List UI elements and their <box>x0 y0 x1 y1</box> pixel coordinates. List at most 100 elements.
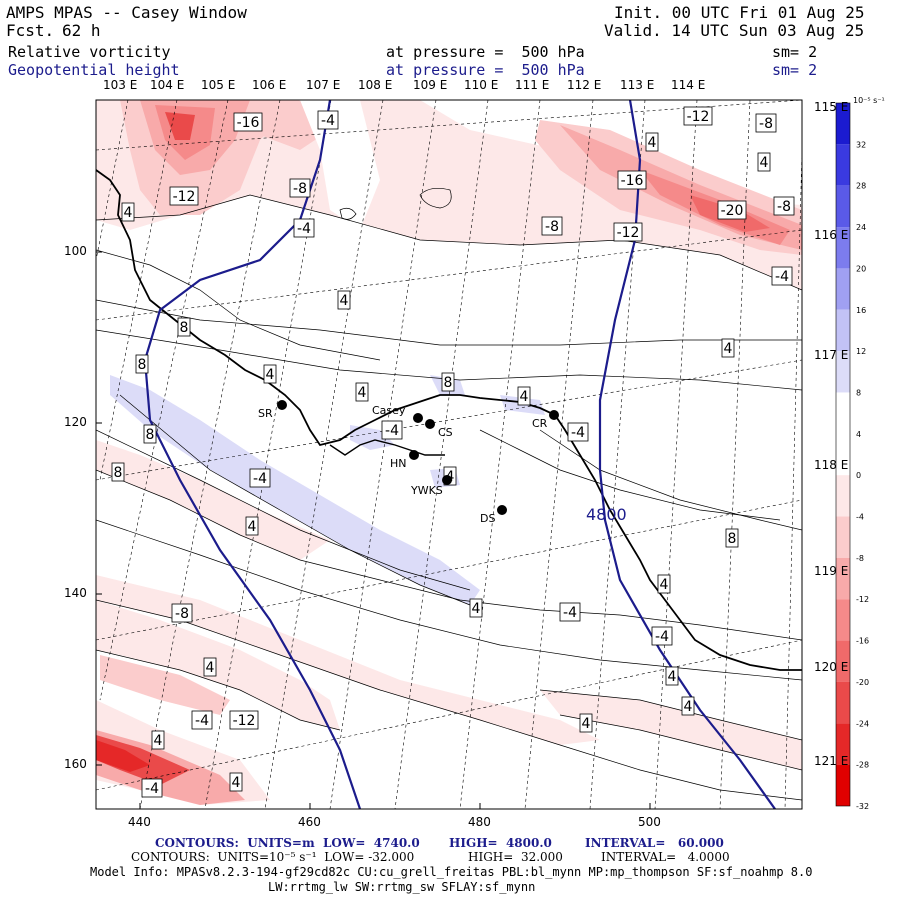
svg-text:-4: -4 <box>655 629 669 645</box>
vorticity-contour-label: 8 <box>177 317 191 337</box>
vorticity-contour-label: -20 <box>717 200 747 220</box>
svg-text:4: 4 <box>232 775 241 791</box>
forecast-hour: 62 h <box>62 21 101 40</box>
vorticity-contour-label: 4 <box>229 772 243 792</box>
svg-text:4: 4 <box>684 699 693 715</box>
svg-text:4: 4 <box>206 660 215 676</box>
station-casey: Casey <box>372 404 423 423</box>
colorbar-tick-label: -20 <box>856 678 869 687</box>
height-contour-label: 4800 <box>586 505 627 524</box>
top-lon-label: 114 E <box>671 78 706 92</box>
vorticity-contour-label: 4 <box>665 666 679 686</box>
svg-text:4: 4 <box>340 293 349 309</box>
top-lon-label: 106 E <box>252 78 287 92</box>
top-lon-label: 109 E <box>413 78 448 92</box>
colorbar-tick-label: -8 <box>856 554 864 563</box>
colorbar-cell <box>836 103 850 145</box>
vorticity-contour-label: 4 <box>203 657 217 677</box>
svg-text:CR: CR <box>532 417 548 430</box>
svg-text:4: 4 <box>154 733 163 749</box>
svg-text:8: 8 <box>180 320 189 336</box>
vorticity-contour-label: 8 <box>111 462 125 482</box>
svg-text:SR: SR <box>258 407 273 420</box>
top-lon-label: 105 E <box>201 78 236 92</box>
top-lon-label: 104 E <box>150 78 185 92</box>
svg-text:4: 4 <box>266 367 275 383</box>
colorbar-tick-label: 28 <box>856 182 866 191</box>
colorbar-tick-label: 32 <box>856 140 866 149</box>
svg-text:-8: -8 <box>545 219 559 235</box>
top-lon-label: 107 E <box>306 78 341 92</box>
right-lon-label: 115 E <box>814 100 849 114</box>
vorticity-contour-label: 4 <box>355 382 369 402</box>
coastline <box>96 169 802 671</box>
svg-text:-4: -4 <box>563 605 577 621</box>
vorticity-contour-label: 4 <box>517 386 531 406</box>
field2-level: at pressure = 500 hPa <box>386 61 585 79</box>
vorticity-contour-label: -16 <box>617 170 647 190</box>
colorbar-cell <box>836 185 850 228</box>
svg-text:4: 4 <box>760 155 769 171</box>
vorticity-contour-label: 4 <box>337 290 351 310</box>
vorticity-contour-label: 4 <box>121 202 135 222</box>
vorticity-contour-label: -8 <box>171 603 193 623</box>
colorbar-cell <box>836 516 850 558</box>
vorticity-contour-label: 8 <box>725 528 739 548</box>
svg-text:-4: -4 <box>321 113 335 129</box>
right-lon-label: 118 E <box>814 458 849 472</box>
svg-text:8: 8 <box>728 531 737 547</box>
y-axis-tick-label: 120 <box>64 415 87 429</box>
colorbar-unit: 10⁻⁵ s⁻¹ <box>853 96 885 105</box>
map-title: AMPS MPAS -- Casey Window <box>6 3 247 22</box>
vorticity-contour-label: 8 <box>441 372 455 392</box>
vorticity-contour-label: -8 <box>755 113 777 133</box>
station-hn: HN <box>390 450 419 470</box>
svg-text:-4: -4 <box>145 781 159 797</box>
svg-text:Casey: Casey <box>372 404 406 417</box>
colorbar-frame <box>835 102 851 807</box>
svg-text:4: 4 <box>582 716 591 732</box>
station-ywks: YWKS <box>410 475 452 497</box>
valid-time: Valid. 14 UTC Sun 03 Aug 25 <box>604 21 865 40</box>
colorbar-cell <box>836 392 850 434</box>
colorbar-cell <box>836 144 850 186</box>
vorticity-contour-label: 4 <box>151 730 165 750</box>
station-cr: CR <box>532 410 559 430</box>
svg-text:4: 4 <box>124 205 133 221</box>
colorbar-cell <box>836 268 850 310</box>
map-plot-area <box>96 100 802 809</box>
colorbar-tick-label: 4 <box>856 430 861 439</box>
coastline-island <box>329 439 445 456</box>
vorticity-contour-label: -12 <box>229 710 259 730</box>
colorbar-cell <box>836 723 850 765</box>
right-lon-label: 116 E <box>814 228 849 242</box>
svg-text:8: 8 <box>138 357 147 373</box>
svg-text:4: 4 <box>668 669 677 685</box>
svg-text:4: 4 <box>248 519 257 535</box>
station-sr: SR <box>258 400 287 420</box>
field1-name: Relative vorticity <box>8 43 171 61</box>
vorticity-contour-label: 4 <box>657 574 671 594</box>
svg-text:-4: -4 <box>775 269 789 285</box>
svg-text:4: 4 <box>520 389 529 405</box>
footer-vort-interval: INTERVAL= 4.0000 <box>601 850 730 864</box>
colorbar-tick-label: 0 <box>856 471 861 480</box>
right-lon-label: 120 E <box>814 660 849 674</box>
vorticity-contour-label: -4 <box>249 468 271 488</box>
svg-text:-4: -4 <box>253 471 267 487</box>
x-axis-tick-label: 440 <box>128 815 151 829</box>
svg-text:-8: -8 <box>293 181 307 197</box>
top-lon-label: 103 E <box>103 78 138 92</box>
vorticity-contour-label: 4 <box>263 364 277 384</box>
footer-height-interval: INTERVAL= 60.000 <box>585 836 724 850</box>
svg-text:-16: -16 <box>621 173 644 189</box>
colorbar-tick-label: -32 <box>856 802 869 811</box>
svg-text:-4: -4 <box>195 713 209 729</box>
right-lon-label: 117 E <box>814 348 849 362</box>
vorticity-contour-label: 4 <box>645 132 659 152</box>
colorbar-tick-label: -4 <box>856 513 864 522</box>
colorbar-cell <box>836 599 850 641</box>
colorbar-tick-label: -28 <box>856 761 869 770</box>
svg-text:4: 4 <box>358 385 367 401</box>
